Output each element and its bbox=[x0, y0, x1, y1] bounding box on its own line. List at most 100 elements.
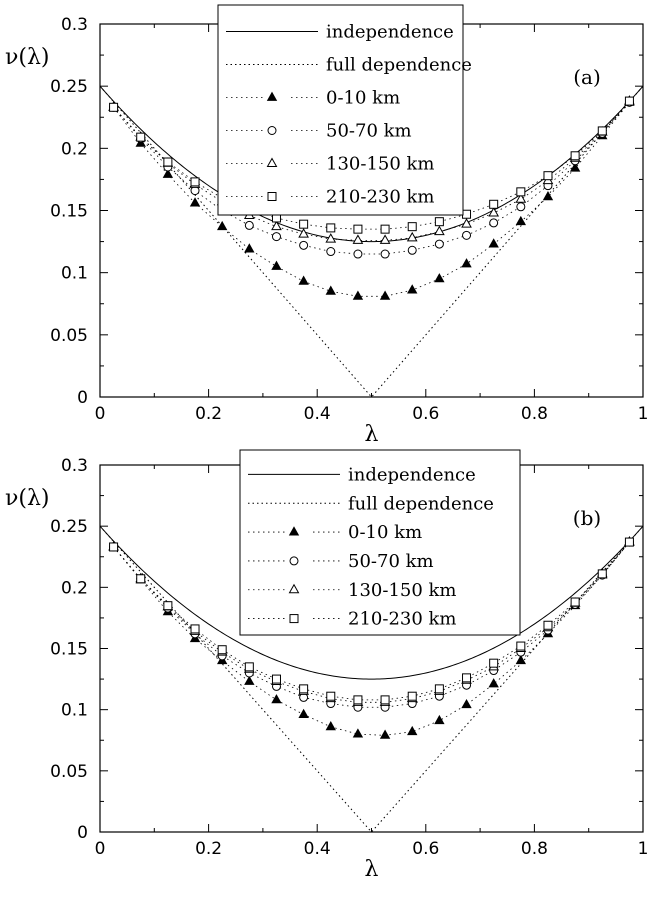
data-point bbox=[326, 691, 336, 701]
legend-marker bbox=[289, 556, 299, 566]
data-point bbox=[462, 230, 472, 240]
data-point bbox=[570, 151, 580, 161]
data-point bbox=[406, 231, 418, 242]
legend-label: 210-230 km bbox=[326, 187, 435, 208]
legend-entry: independence bbox=[226, 22, 454, 43]
data-point bbox=[570, 597, 580, 607]
data-point bbox=[244, 220, 254, 230]
legend-entry: 0-10 km bbox=[226, 88, 400, 109]
y-tick-label: 0.05 bbox=[50, 326, 88, 346]
data-point bbox=[298, 228, 309, 238]
legend-label: 130-150 km bbox=[326, 154, 435, 175]
data-point bbox=[271, 220, 282, 231]
data-point bbox=[462, 209, 472, 219]
data-point bbox=[569, 162, 581, 172]
x-tick-label: 0.2 bbox=[195, 404, 222, 424]
independence-curve bbox=[100, 525, 643, 680]
data-point bbox=[515, 215, 527, 226]
legend-marker-bg bbox=[286, 582, 310, 597]
data-point bbox=[353, 249, 363, 259]
data-point bbox=[489, 199, 499, 209]
legend-entry: full dependence bbox=[248, 493, 494, 514]
data-point bbox=[597, 569, 607, 579]
data-point bbox=[434, 217, 444, 227]
data-point bbox=[488, 206, 500, 217]
legend-marker bbox=[288, 526, 300, 536]
series-dotted-line bbox=[113, 541, 630, 708]
data-point bbox=[434, 684, 444, 694]
data-point bbox=[352, 290, 364, 300]
data-point bbox=[407, 245, 417, 255]
data-point bbox=[461, 698, 472, 709]
legend-entry: full dependence bbox=[226, 55, 472, 76]
x-axis-title: λ bbox=[365, 422, 379, 447]
x-tick-label: 0.4 bbox=[304, 839, 331, 859]
data-point bbox=[515, 654, 527, 665]
data-point bbox=[136, 132, 146, 142]
series-210-230-km bbox=[109, 96, 634, 234]
series-210-230-km bbox=[109, 537, 634, 705]
y-tick-label: 0.1 bbox=[61, 264, 88, 284]
data-point bbox=[624, 96, 634, 106]
legend-entry: 50-70 km bbox=[248, 551, 434, 572]
data-point bbox=[271, 260, 282, 270]
series-dotted-line bbox=[113, 100, 630, 230]
data-point bbox=[379, 729, 391, 739]
data-point bbox=[216, 220, 228, 231]
y-tick-label: 0.2 bbox=[61, 139, 88, 159]
data-point bbox=[271, 694, 282, 704]
data-point bbox=[326, 247, 336, 257]
y-tick-label: 0.15 bbox=[50, 202, 88, 222]
y-tick-label: 0.05 bbox=[50, 762, 88, 782]
legend: independence full dependence 0-10 km 50-70 … bbox=[217, 4, 472, 216]
data-point bbox=[299, 684, 309, 694]
data-point bbox=[353, 695, 363, 705]
data-point bbox=[109, 102, 119, 112]
x-tick-label: 0.8 bbox=[521, 839, 548, 859]
data-point bbox=[353, 224, 363, 234]
data-point bbox=[379, 234, 391, 244]
legend-entry: 130-150 km bbox=[248, 580, 457, 601]
y-axis-title: ν(λ) bbox=[5, 486, 49, 511]
data-point bbox=[325, 720, 336, 731]
data-point bbox=[162, 168, 174, 178]
data-point bbox=[190, 624, 200, 634]
data-point bbox=[543, 171, 553, 181]
data-point bbox=[489, 658, 499, 668]
data-point bbox=[488, 238, 499, 248]
legend-label: full dependence bbox=[348, 493, 494, 514]
y-tick-label: 0.25 bbox=[50, 517, 88, 537]
y-tick-label: 0.3 bbox=[61, 456, 88, 476]
data-point bbox=[244, 662, 254, 672]
legend-entry: 210-230 km bbox=[226, 187, 435, 208]
legend-label: 50-70 km bbox=[348, 551, 434, 572]
data-point bbox=[325, 233, 337, 243]
legend-entry: 0-10 km bbox=[248, 522, 422, 543]
data-point bbox=[543, 620, 553, 630]
data-point bbox=[326, 223, 336, 233]
data-point bbox=[542, 191, 554, 201]
legend-marker bbox=[267, 126, 277, 135]
y-tick-label: 0.2 bbox=[61, 578, 88, 598]
data-point bbox=[407, 691, 417, 701]
data-point bbox=[379, 290, 391, 300]
legend-marker-bg bbox=[264, 90, 288, 105]
data-point bbox=[516, 202, 526, 212]
data-point bbox=[407, 222, 417, 232]
y-tick-label: 0.25 bbox=[50, 77, 88, 97]
data-point bbox=[352, 234, 364, 244]
data-point bbox=[489, 218, 499, 228]
legend-label: independence bbox=[326, 22, 454, 43]
data-point bbox=[462, 673, 472, 683]
y-tick-label: 0 bbox=[77, 823, 88, 843]
data-point bbox=[380, 249, 390, 259]
data-point bbox=[434, 273, 445, 283]
series-dotted-line bbox=[113, 541, 630, 701]
data-point bbox=[299, 240, 309, 250]
data-point bbox=[189, 197, 201, 207]
legend-box bbox=[217, 4, 464, 216]
data-point bbox=[136, 574, 146, 584]
series-dotted-line bbox=[113, 102, 630, 297]
y-tick-label: 0 bbox=[77, 388, 88, 408]
